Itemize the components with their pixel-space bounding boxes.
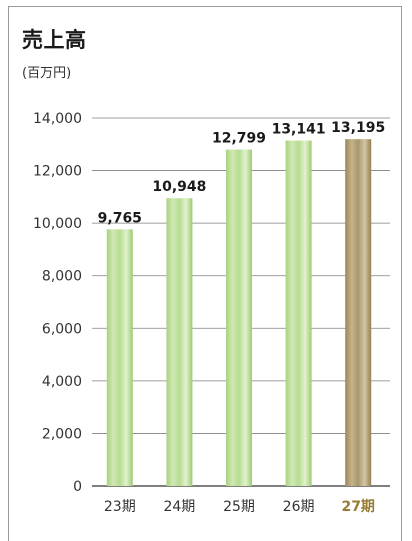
data-label: 10,948 <box>152 179 206 195</box>
data-label: 13,195 <box>331 120 385 136</box>
y-tick-label: 0 <box>73 479 82 495</box>
bar <box>345 139 372 486</box>
y-tick-label: 2,000 <box>42 426 82 442</box>
x-tick-label: 27期 <box>341 499 374 515</box>
bar <box>226 149 252 486</box>
bar <box>106 229 133 486</box>
bar <box>166 198 193 486</box>
x-tick-label: 24期 <box>163 499 195 515</box>
y-tick-label: 12,000 <box>33 164 82 180</box>
data-label: 13,141 <box>272 122 326 138</box>
y-tick-label: 8,000 <box>42 269 82 285</box>
x-tick-label: 23期 <box>104 499 136 515</box>
y-tick-label: 6,000 <box>42 321 82 337</box>
y-tick-label: 14,000 <box>33 111 82 127</box>
chart-title: 売上高 <box>22 28 87 52</box>
data-label: 9,765 <box>98 210 142 226</box>
bar <box>285 140 312 487</box>
y-tick-label: 10,000 <box>33 216 82 232</box>
data-label: 12,799 <box>212 131 266 147</box>
x-tick-label: 25期 <box>223 499 255 515</box>
x-tick-label: 26期 <box>283 499 315 515</box>
chart-frame <box>8 6 402 541</box>
unit-label: (百万円) <box>22 66 72 81</box>
y-tick-label: 4,000 <box>42 374 82 390</box>
